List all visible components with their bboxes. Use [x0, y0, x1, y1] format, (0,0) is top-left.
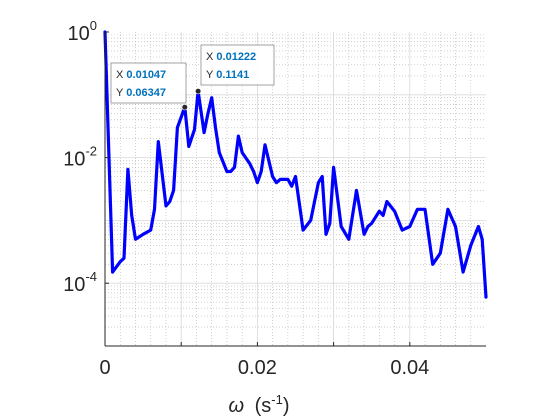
datatip-y-row: Y 0.06347: [116, 87, 166, 99]
x-axis-label-symbol: ω: [228, 395, 244, 417]
axes: 0 0.02 0.04 10-4 10-2 100: [63, 18, 486, 379]
x-axis-label-unit-close: ): [283, 395, 290, 417]
datatip-box: [110, 62, 187, 104]
datatip-marker: [195, 88, 202, 95]
datatip-2[interactable]: X 0.01222 Y 0.1141: [195, 44, 275, 95]
x-tick-label: 0.04: [390, 357, 429, 379]
datatip-x-row: X 0.01047: [116, 69, 166, 81]
datatip-x-row: X 0.01222: [206, 51, 256, 63]
datatip-y-row: Y 0.1141: [206, 69, 249, 81]
datatip-1[interactable]: X 0.01047 Y 0.06347: [110, 62, 188, 111]
x-axis-label-unit-exp: -1: [271, 392, 283, 407]
x-axis-label-unit: (s: [255, 395, 272, 417]
datatips: X 0.01047 Y 0.06347 X 0.01222 Y 0.1141: [110, 44, 275, 111]
x-tick-label: 0: [99, 357, 110, 379]
x-axis-label: ω (s-1): [228, 392, 289, 417]
datatip-marker: [181, 104, 188, 111]
y-tick-label: 10-2: [63, 144, 97, 171]
y-tick-label: 100: [68, 18, 97, 45]
x-tick-label: 0.02: [238, 357, 277, 379]
y-tick-label: 10-4: [63, 269, 97, 296]
datatip-box: [200, 44, 275, 86]
series-line-0: [103, 30, 488, 299]
series-line-layer: [103, 30, 488, 299]
